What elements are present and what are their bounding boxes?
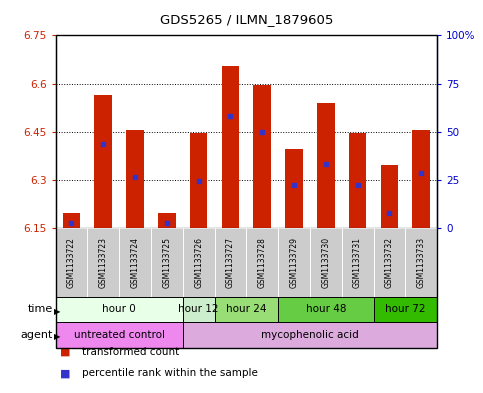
Bar	[63, 213, 80, 228]
Bar	[158, 213, 176, 228]
Bar	[214, 228, 246, 297]
Bar	[151, 228, 183, 297]
Text: ▶: ▶	[54, 332, 60, 342]
Text: GSM1133723: GSM1133723	[99, 237, 108, 288]
Text: hour 24: hour 24	[226, 305, 267, 314]
Bar	[214, 297, 278, 322]
Bar	[285, 149, 303, 228]
Bar	[278, 297, 373, 322]
Bar	[373, 228, 405, 297]
Text: GSM1133732: GSM1133732	[385, 237, 394, 288]
Bar	[183, 322, 437, 348]
Text: time: time	[28, 305, 53, 314]
Bar	[183, 297, 214, 322]
Bar	[381, 165, 398, 228]
Bar	[373, 297, 437, 322]
Text: mycophenolic acid: mycophenolic acid	[261, 330, 359, 340]
Bar	[278, 228, 310, 297]
Bar	[183, 228, 214, 297]
Text: GSM1133724: GSM1133724	[130, 237, 140, 288]
Bar	[56, 297, 183, 322]
Bar	[310, 228, 342, 297]
Text: GSM1133727: GSM1133727	[226, 237, 235, 288]
Text: hour 12: hour 12	[178, 305, 219, 314]
Bar	[405, 228, 437, 297]
Text: GSM1133731: GSM1133731	[353, 237, 362, 288]
Text: GSM1133729: GSM1133729	[289, 237, 298, 288]
Bar	[56, 228, 87, 297]
Bar	[56, 322, 183, 348]
Text: ▶: ▶	[54, 307, 60, 316]
Text: hour 0: hour 0	[102, 305, 136, 314]
Text: hour 48: hour 48	[306, 305, 346, 314]
Bar	[222, 66, 239, 228]
Bar	[190, 133, 207, 228]
Bar	[126, 130, 144, 228]
Text: hour 72: hour 72	[385, 305, 426, 314]
Bar	[342, 228, 373, 297]
Bar	[412, 130, 430, 228]
Bar	[349, 133, 367, 228]
Text: ■: ■	[60, 368, 71, 378]
Text: percentile rank within the sample: percentile rank within the sample	[82, 368, 258, 378]
Bar	[317, 103, 335, 228]
Bar	[246, 228, 278, 297]
Text: untreated control: untreated control	[73, 330, 165, 340]
Text: GSM1133725: GSM1133725	[162, 237, 171, 288]
Text: GSM1133730: GSM1133730	[321, 237, 330, 288]
Bar	[95, 95, 112, 228]
Text: GSM1133728: GSM1133728	[258, 237, 267, 288]
Bar	[254, 85, 271, 228]
Bar	[119, 228, 151, 297]
Bar	[87, 228, 119, 297]
Text: GSM1133726: GSM1133726	[194, 237, 203, 288]
Text: GDS5265 / ILMN_1879605: GDS5265 / ILMN_1879605	[160, 13, 333, 26]
Text: ■: ■	[60, 347, 71, 357]
Text: transformed count: transformed count	[82, 347, 179, 357]
Text: GSM1133733: GSM1133733	[417, 237, 426, 288]
Text: agent: agent	[21, 330, 53, 340]
Text: GSM1133722: GSM1133722	[67, 237, 76, 288]
